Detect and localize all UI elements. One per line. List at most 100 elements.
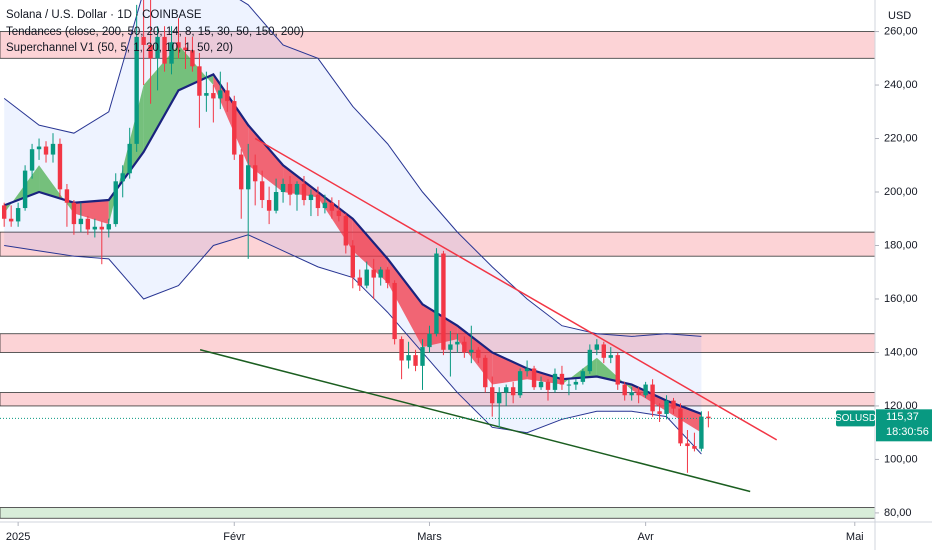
axes: 260,00 240,00 220,00 200,00 180,00 160,00 140,… <box>6 25 932 543</box>
candle-body <box>399 339 404 361</box>
candle-body <box>322 202 328 209</box>
channel-fill <box>39 165 74 214</box>
chart-title: Solana / U.S. Dollar · 1D · COINBASE <box>6 9 202 21</box>
candle-body <box>392 282 397 340</box>
candle-body <box>197 66 202 96</box>
candle-body <box>329 202 335 211</box>
candle-body <box>559 373 565 385</box>
candle-body <box>36 146 42 150</box>
candle-body <box>385 269 390 283</box>
candle-body <box>134 36 139 144</box>
candle-body <box>538 381 544 388</box>
candle-body <box>378 269 383 278</box>
candle-body <box>308 194 314 201</box>
candle-body <box>162 36 167 64</box>
candle-body <box>266 200 272 211</box>
candle-body <box>294 183 300 195</box>
candle-body <box>657 411 662 414</box>
x-tick-label: Févr <box>223 531 245 543</box>
zone <box>0 507 876 519</box>
candle-body <box>113 181 118 225</box>
candle-body <box>517 371 523 396</box>
candle-body <box>273 192 279 211</box>
candle-body <box>106 224 111 230</box>
candle-body <box>490 387 495 404</box>
candle-body <box>343 216 349 246</box>
candle-body <box>580 371 586 382</box>
candle-body <box>127 143 132 174</box>
plot-area <box>0 0 876 519</box>
channel-fill <box>596 357 632 390</box>
trend-line <box>254 137 778 441</box>
candle-body <box>43 146 49 155</box>
y-tick-label: 120,00 <box>884 400 918 412</box>
candle-body <box>371 269 376 278</box>
candle-body <box>685 443 690 447</box>
candle-body <box>315 194 321 209</box>
channel-fill <box>352 218 388 283</box>
candle-body <box>441 253 446 350</box>
candle-body <box>615 355 620 385</box>
candle-body <box>503 387 509 393</box>
candle-body <box>476 349 481 358</box>
price-label: 115,37 <box>886 411 919 423</box>
candle-body <box>29 149 35 171</box>
indicator-legend: Tendances (close, 200, 50, 20, 14, 8, 15… <box>6 26 304 38</box>
y-tick-label: 80,00 <box>884 507 912 519</box>
candle-body <box>218 90 223 99</box>
candle-body <box>350 245 355 278</box>
candle-body <box>155 36 160 59</box>
candle-body <box>434 253 439 334</box>
x-tick-label: Mars <box>417 531 442 543</box>
price-tag <box>876 409 932 442</box>
channel-fill <box>73 200 109 225</box>
candle-body <box>280 183 286 193</box>
candle-body <box>1 205 7 219</box>
indicator-legend: Superchannel V1 (50, 5, 1, 20, 10, 1, 50… <box>6 42 233 54</box>
candle-body <box>608 355 613 358</box>
candle-body <box>706 416 711 419</box>
candle-body <box>357 277 362 286</box>
candle-body <box>92 226 98 230</box>
candle-body <box>287 183 293 195</box>
y-tick-label: 160,00 <box>884 293 918 305</box>
candle-body <box>497 392 502 404</box>
candle-body <box>664 400 669 414</box>
currency-label[interactable]: USD <box>888 10 911 22</box>
y-tick-label: 180,00 <box>884 239 918 251</box>
candle-body <box>15 208 21 222</box>
candle-body <box>636 392 641 396</box>
candle-body <box>99 226 104 230</box>
candle-body <box>141 36 146 45</box>
zone <box>0 392 876 407</box>
price-axis <box>875 0 932 550</box>
candle-body <box>176 42 181 48</box>
candle-body <box>483 357 488 388</box>
candle-body <box>545 381 551 390</box>
candle-body <box>448 344 453 350</box>
y-tick-label: 240,00 <box>884 79 918 91</box>
candle-body <box>531 368 537 388</box>
candle-body <box>413 355 418 366</box>
candle-body <box>64 189 70 203</box>
candle-body <box>204 93 209 96</box>
candle-body <box>239 154 244 190</box>
candle-body <box>601 344 606 358</box>
candle-body <box>246 165 251 190</box>
x-tick-label: 2025 <box>6 531 30 543</box>
candle-body <box>183 47 188 51</box>
candle-body <box>71 202 77 225</box>
zone <box>0 31 876 59</box>
x-tick-label: Avr <box>637 531 654 543</box>
candle-body <box>462 341 467 353</box>
candle-body <box>78 218 84 225</box>
symbol-tag <box>836 410 875 427</box>
candle-body <box>678 408 683 444</box>
y-tick-label: 200,00 <box>884 186 918 198</box>
x-tick-label: Mai <box>846 531 864 543</box>
candle-body <box>169 42 174 64</box>
candle-body <box>336 210 342 217</box>
candle-body <box>120 173 125 182</box>
candle-body <box>427 333 432 348</box>
